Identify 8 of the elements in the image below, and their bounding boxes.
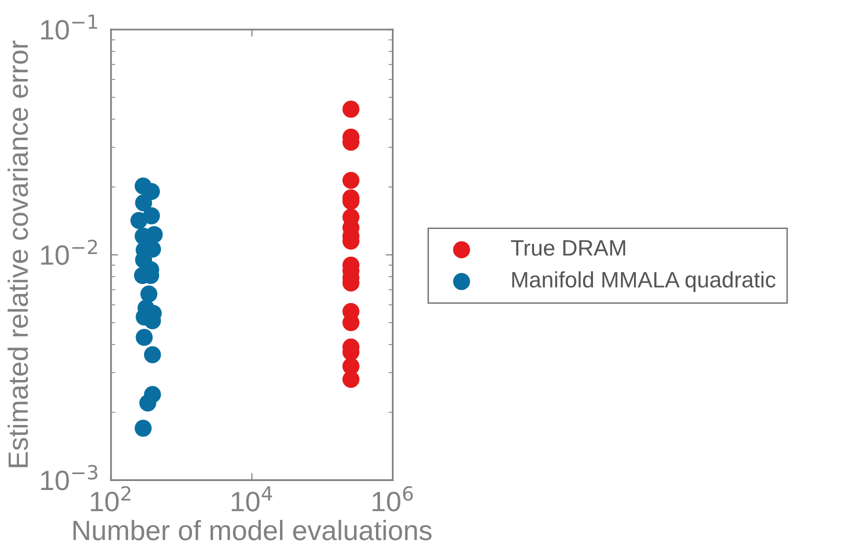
y-tick-label: 10$^{−1}$ bbox=[41, 14, 98, 40]
y-tick-label: 10$^{−2}$ bbox=[41, 240, 97, 265]
legend-label: True DRAM bbox=[510, 240, 626, 256]
x-axis-title: Number of model evaluations bbox=[74, 520, 432, 540]
y-axis-title: Estimated relative covariance error bbox=[8, 40, 28, 468]
x-tick-label: 10$^{4}$ bbox=[232, 486, 272, 512]
legend-label: Manifold MMALA quadratic bbox=[512, 271, 776, 292]
x-tick-label: 10$^{6}$ bbox=[372, 486, 413, 512]
